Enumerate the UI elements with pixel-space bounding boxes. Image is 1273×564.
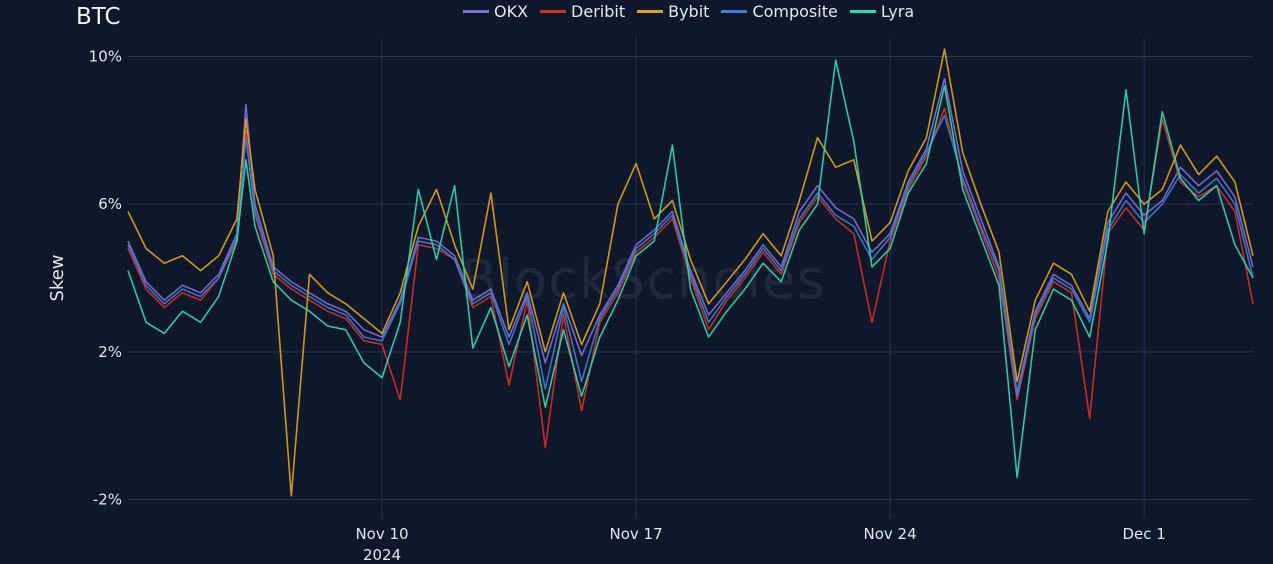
chart-title: BTC — [76, 4, 121, 30]
grid-lines — [128, 38, 1253, 518]
x-tick-sublabel: 2024 — [363, 546, 401, 564]
x-tick-label: Dec 1 — [1122, 525, 1165, 543]
legend-swatch — [849, 9, 876, 13]
legend-label: Lyra — [880, 1, 915, 21]
x-axis-ticks: Nov 10 2024 Nov 17 Nov 24 Dec 1 — [355, 525, 1165, 564]
series-line-okx — [127, 77, 1254, 394]
y-axis-ticks: -2% 2% 6% 10% — [89, 47, 122, 508]
legend-label: Bybit — [668, 1, 710, 21]
y-tick-label: 2% — [98, 343, 122, 361]
y-axis-label: Skew — [47, 254, 68, 301]
legend-label: Composite — [752, 1, 838, 21]
legend-label: Deribit — [571, 1, 626, 21]
series-lines — [127, 48, 1254, 497]
y-tick-label: 10% — [89, 47, 122, 65]
series-line-bybit — [127, 48, 1254, 497]
series-line-composite — [127, 114, 1254, 398]
legend-item-composite[interactable]: Composite — [721, 1, 838, 21]
legend-item-lyra[interactable]: Lyra — [849, 1, 915, 21]
legend-item-okx[interactable]: OKX — [463, 2, 528, 21]
x-tick-label: Nov 17 — [609, 525, 662, 543]
legend-swatch — [637, 9, 664, 13]
legend-swatch — [721, 9, 748, 13]
chart-legend: OKX Deribit Bybit Composite Lyra — [463, 0, 926, 22]
legend-item-deribit[interactable]: Deribit — [540, 2, 625, 21]
x-tick-label: Nov 10 — [355, 525, 408, 543]
x-tick-label: Nov 24 — [864, 525, 917, 543]
series-line-deribit — [127, 107, 1254, 449]
legend-swatch — [463, 9, 489, 13]
y-tick-label: 6% — [98, 195, 122, 213]
legend-item-bybit[interactable]: Bybit — [637, 2, 709, 21]
y-tick-label: -2% — [93, 491, 122, 509]
series-line-lyra — [127, 59, 1254, 479]
legend-swatch — [540, 9, 567, 13]
legend-label: OKX — [494, 1, 529, 21]
